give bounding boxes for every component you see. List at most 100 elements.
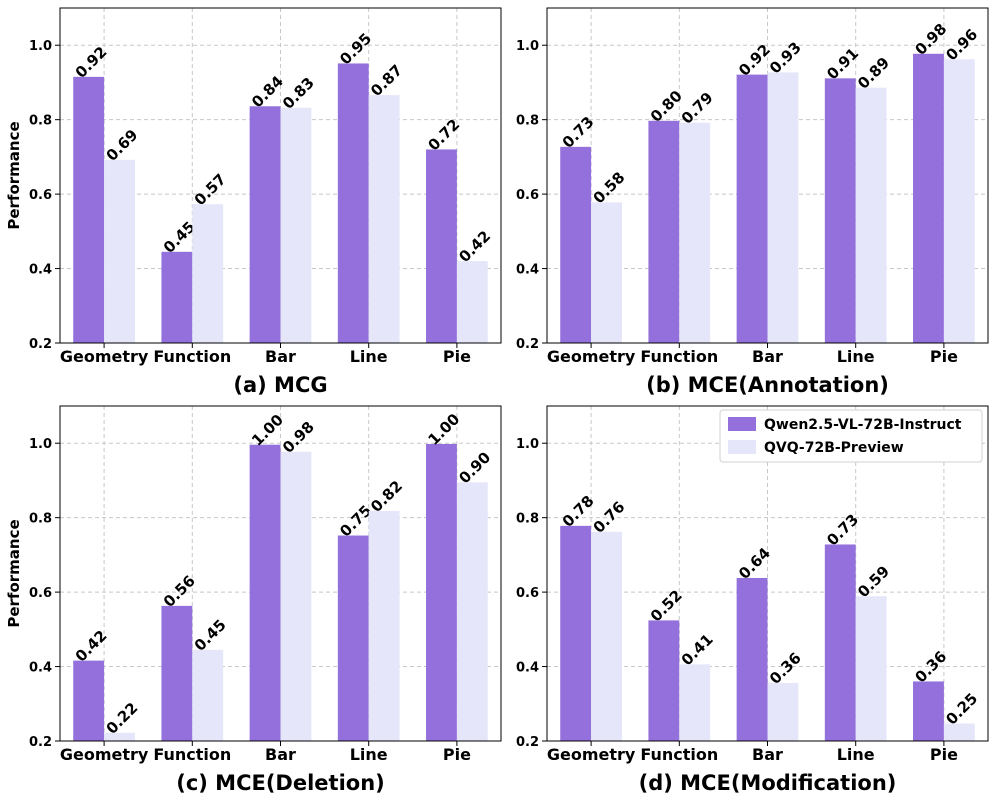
y-tick-label: 0.2 (29, 735, 52, 750)
data-label: 0.41 (678, 630, 717, 669)
bar-pie-qvq (456, 261, 488, 343)
data-label: 0.25 (942, 690, 981, 729)
bar-line-qvq (855, 87, 887, 344)
bar-bar-qvq (767, 72, 799, 344)
x-tick-label: Line (837, 745, 875, 764)
bar-function-qwen (161, 251, 193, 343)
x-tick-label: Pie (443, 347, 471, 366)
data-label: 0.58 (590, 168, 629, 207)
bar-pie-qvq (943, 59, 975, 343)
x-tick-label: Function (640, 347, 718, 366)
bar-function-qwen (648, 620, 680, 741)
bar-geometry-qvq (104, 159, 135, 343)
bar-function-qwen (648, 120, 680, 344)
bar-line-qvq (368, 95, 400, 343)
y-tick-label: 1.0 (516, 39, 539, 54)
data-label: 0.57 (191, 170, 230, 209)
y-tick-label: 0.2 (29, 337, 52, 352)
x-tick-label: Geometry (547, 347, 636, 366)
data-label: 0.92 (72, 43, 111, 82)
data-label: 0.73 (559, 113, 598, 152)
bar-bar-qwen (736, 577, 768, 741)
y-tick-label: 1.0 (29, 437, 52, 452)
bar-geometry-qvq (104, 732, 135, 741)
data-label: 0.73 (823, 510, 862, 549)
bar-function-qvq (192, 204, 224, 343)
x-tick-label: Line (837, 347, 875, 366)
data-label: 0.83 (279, 74, 318, 113)
y-tick-label: 0.8 (29, 114, 52, 129)
x-tick-label: Bar (752, 347, 783, 366)
data-label: 0.72 (424, 115, 463, 154)
legend-swatch-qwen (728, 417, 756, 431)
bar-pie-qwen (913, 53, 944, 344)
data-label: 0.90 (455, 448, 494, 487)
x-tick-label: Pie (443, 745, 471, 764)
chart-panel-a: 0.20.40.60.81.0 0.920.450.840.950.720.690… (5, 7, 502, 397)
bar-function-qwen (161, 605, 193, 741)
y-tick-label: 0.6 (29, 188, 52, 203)
legend-label-qvq: QVQ-72B-Preview (764, 440, 904, 456)
bar-line-qvq (368, 510, 400, 741)
bar-line-qwen (337, 535, 369, 741)
chart-panel-b: 0.20.40.60.81.00.730.800.92 0.910.980.580… (516, 7, 989, 397)
data-label: 0.42 (72, 627, 111, 666)
data-label: 0.69 (103, 126, 142, 165)
bar-geometry-qvq (591, 202, 622, 343)
bar-bar-qvq (767, 682, 799, 741)
y-tick-label: 0.8 (29, 512, 52, 527)
x-tick-label: Bar (265, 745, 296, 764)
bar-bar-qvq (280, 107, 312, 343)
panel-title: (b) MCE(Annotation) (646, 373, 889, 397)
data-label: 0.36 (766, 649, 805, 688)
x-tick-label: Geometry (60, 347, 149, 366)
data-label: 0.93 (766, 38, 805, 77)
bar-pie-qwen (913, 681, 944, 741)
y-tick-label: 1.0 (516, 437, 539, 452)
y-tick-label: 0.2 (516, 735, 539, 750)
data-label: 0.89 (854, 54, 893, 93)
data-label: 0.22 (103, 699, 142, 738)
bar-geometry-qvq (591, 531, 622, 741)
bar-function-qvq (192, 649, 224, 741)
bar-function-qvq (679, 122, 711, 344)
panel-title: (d) MCE(Modification) (639, 771, 897, 795)
bar-pie-qvq (456, 482, 488, 741)
bar-line-qwen (824, 78, 856, 343)
x-tick-label: Function (153, 745, 231, 764)
bar-bar-qwen (736, 74, 768, 343)
data-label: 0.45 (191, 616, 230, 655)
x-tick-label: Line (350, 745, 388, 764)
y-tick-label: 0.6 (516, 586, 539, 601)
y-tick-label: 1.0 (29, 39, 52, 54)
data-label: 0.82 (367, 477, 406, 516)
y-tick-label: 0.8 (516, 512, 539, 527)
x-tick-label: Pie (930, 745, 958, 764)
legend: Qwen2.5-VL-72B-Instruct QVQ-72B-Preview (719, 409, 983, 463)
bar-line-qvq (855, 596, 887, 741)
x-tick-label: Function (640, 745, 718, 764)
data-label: 0.87 (367, 61, 406, 100)
data-label: 0.36 (911, 647, 950, 686)
panel-title: (c) MCE(Deletion) (176, 771, 385, 795)
legend-frame (719, 409, 983, 463)
data-label: 1.00 (424, 410, 463, 449)
y-tick-label: 0.4 (29, 661, 52, 676)
data-label: 0.56 (160, 572, 199, 611)
data-label: 0.59 (854, 562, 893, 601)
bar-line-qwen (337, 63, 369, 343)
y-tick-label: 0.8 (516, 114, 539, 129)
legend-label-qwen: Qwen2.5-VL-72B-Instruct (764, 417, 962, 433)
bar-function-qvq (679, 664, 711, 741)
bar-bar-qvq (280, 451, 312, 741)
bar-bar-qwen (249, 106, 281, 344)
chart-panel-d: 0.20.40.60.81.00.780.520.640.730.360.760… (516, 405, 989, 795)
bar-line-qwen (824, 544, 856, 741)
y-tick-label: 0.4 (516, 661, 539, 676)
x-tick-label: Bar (752, 745, 783, 764)
panel-title: (a) MCG (233, 373, 327, 397)
bar-pie-qwen (426, 443, 457, 741)
y-tick-label: 0.2 (516, 337, 539, 352)
legend-swatch-qvq (728, 440, 756, 454)
